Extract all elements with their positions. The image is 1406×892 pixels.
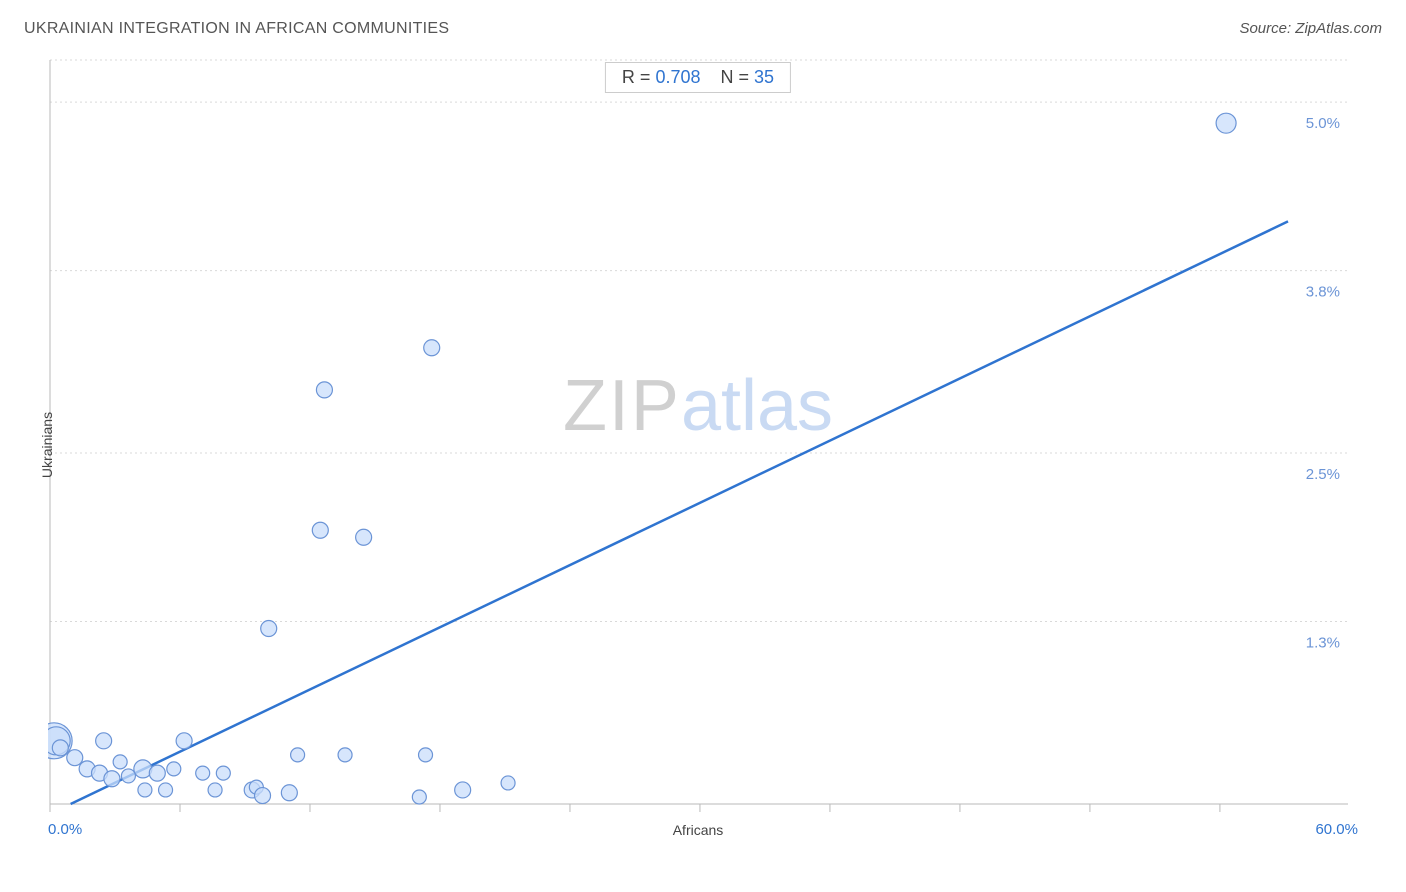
y-axis-label: Ukrainians [39,412,55,478]
x-max-label: 60.0% [1315,821,1358,838]
chart-area: R = 0.708 N = 35 ZIPatlas 5.0%3.8%2.5%1.… [48,56,1348,834]
svg-text:1.3%: 1.3% [1306,635,1340,652]
svg-text:2.5%: 2.5% [1306,466,1340,483]
n-label: N = [721,67,750,87]
header: UKRAINIAN INTEGRATION IN AFRICAN COMMUNI… [24,20,1382,50]
source-label: Source: ZipAtlas.com [1239,20,1382,37]
svg-text:3.8%: 3.8% [1306,284,1340,301]
chart-title: UKRAINIAN INTEGRATION IN AFRICAN COMMUNI… [24,20,449,37]
svg-text:5.0%: 5.0% [1306,115,1340,132]
stats-box: R = 0.708 N = 35 [605,62,791,93]
x-min-label: 0.0% [48,821,82,838]
n-value: 35 [754,67,774,87]
r-label: R = [622,67,651,87]
scatter-chart: 5.0% 3.8% 2.5% 1.3% [48,56,1348,834]
r-value: 0.708 [655,67,700,87]
x-axis-label: Africans [673,822,724,838]
